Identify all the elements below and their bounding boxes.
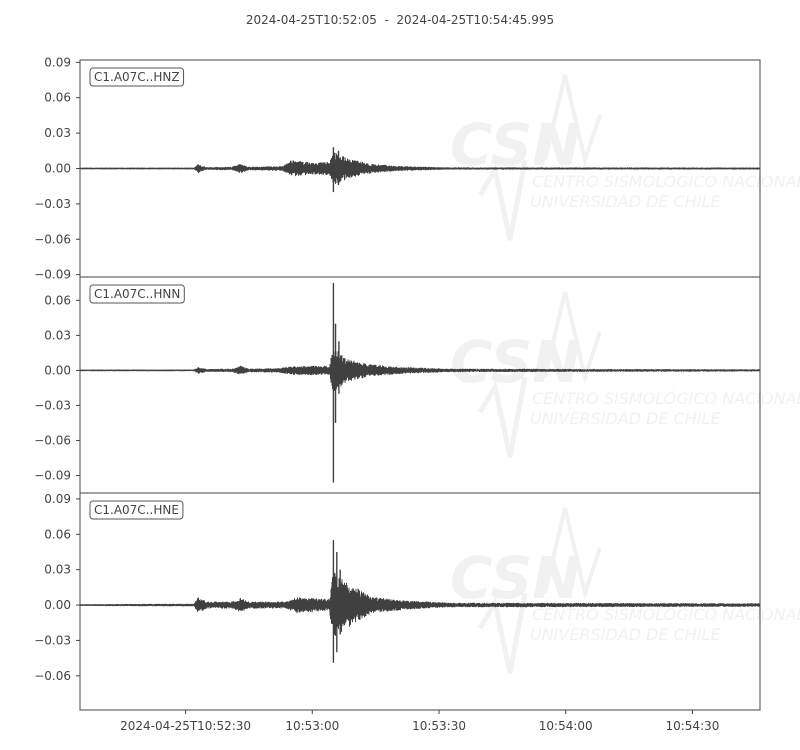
watermark-line2: UNIVERSIDAD DE CHILE bbox=[530, 409, 721, 428]
y-tick-label: 0.06 bbox=[44, 293, 71, 307]
y-tick-label: −0.03 bbox=[34, 197, 71, 211]
trace-label-box bbox=[89, 67, 185, 87]
watermark-wave-icon bbox=[543, 74, 602, 168]
watermark-line1: CENTRO SISMOLÓGICO NACIONAL bbox=[532, 389, 800, 408]
y-tick-label: 0.09 bbox=[44, 55, 71, 69]
x-tick-label: 10:53:30 bbox=[412, 719, 466, 733]
y-tick-label: 0.09 bbox=[44, 492, 71, 506]
y-tick-label: −0.03 bbox=[34, 398, 71, 412]
x-tick-label: 2024-04-25T10:52:30 bbox=[120, 719, 251, 733]
watermark-line1: CENTRO SISMOLÓGICO NACIONAL bbox=[532, 172, 800, 191]
y-tick-label: 0.06 bbox=[44, 91, 71, 105]
y-tick-label: 0.03 bbox=[44, 328, 71, 342]
y-tick-label: 0.00 bbox=[44, 162, 71, 176]
trace-label: C1.A07C..HNE bbox=[94, 503, 179, 517]
y-tick-label: 0.00 bbox=[44, 363, 71, 377]
watermark-wave-icon bbox=[477, 592, 528, 674]
y-tick-label: −0.06 bbox=[34, 433, 71, 447]
watermark-wave-icon bbox=[543, 507, 602, 601]
watermark-wave-icon bbox=[477, 159, 528, 241]
y-tick-label: −0.06 bbox=[34, 669, 71, 683]
trace-label-box bbox=[89, 284, 185, 304]
waveform-trace bbox=[79, 351, 761, 391]
trace-label: C1.A07C..HNN bbox=[94, 287, 180, 301]
y-tick-label: −0.09 bbox=[34, 268, 71, 282]
y-tick-label: 0.03 bbox=[44, 563, 71, 577]
watermark-line2: UNIVERSIDAD DE CHILE bbox=[530, 625, 721, 644]
x-tick-label: 10:54:00 bbox=[539, 719, 593, 733]
y-tick-label: −0.06 bbox=[34, 232, 71, 246]
y-tick-label: 0.06 bbox=[44, 527, 71, 541]
y-tick-label: 0.00 bbox=[44, 598, 71, 612]
y-tick-label: −0.09 bbox=[34, 468, 71, 482]
watermark-wave-icon bbox=[477, 376, 528, 458]
x-tick-label: 10:53:00 bbox=[285, 719, 339, 733]
watermark-line2: UNIVERSIDAD DE CHILE bbox=[530, 192, 721, 211]
watermark-logo-text: CSN bbox=[450, 328, 581, 396]
watermark-line1: CENTRO SISMOLÓGICO NACIONAL bbox=[532, 605, 800, 624]
trace-label: C1.A07C..HNZ bbox=[94, 70, 180, 84]
x-tick-label: 10:54:30 bbox=[665, 719, 719, 733]
watermark-wave-icon bbox=[543, 291, 602, 385]
trace-label-box bbox=[89, 500, 184, 520]
chart-title: 2024-04-25T10:52:05 - 2024-04-25T10:54:4… bbox=[245, 13, 555, 27]
watermark-logo-text: CSN bbox=[450, 544, 581, 612]
y-tick-label: 0.03 bbox=[44, 126, 71, 140]
y-tick-label: −0.03 bbox=[34, 633, 71, 647]
panel-frame bbox=[79, 492, 761, 711]
panel-frame bbox=[79, 276, 761, 494]
